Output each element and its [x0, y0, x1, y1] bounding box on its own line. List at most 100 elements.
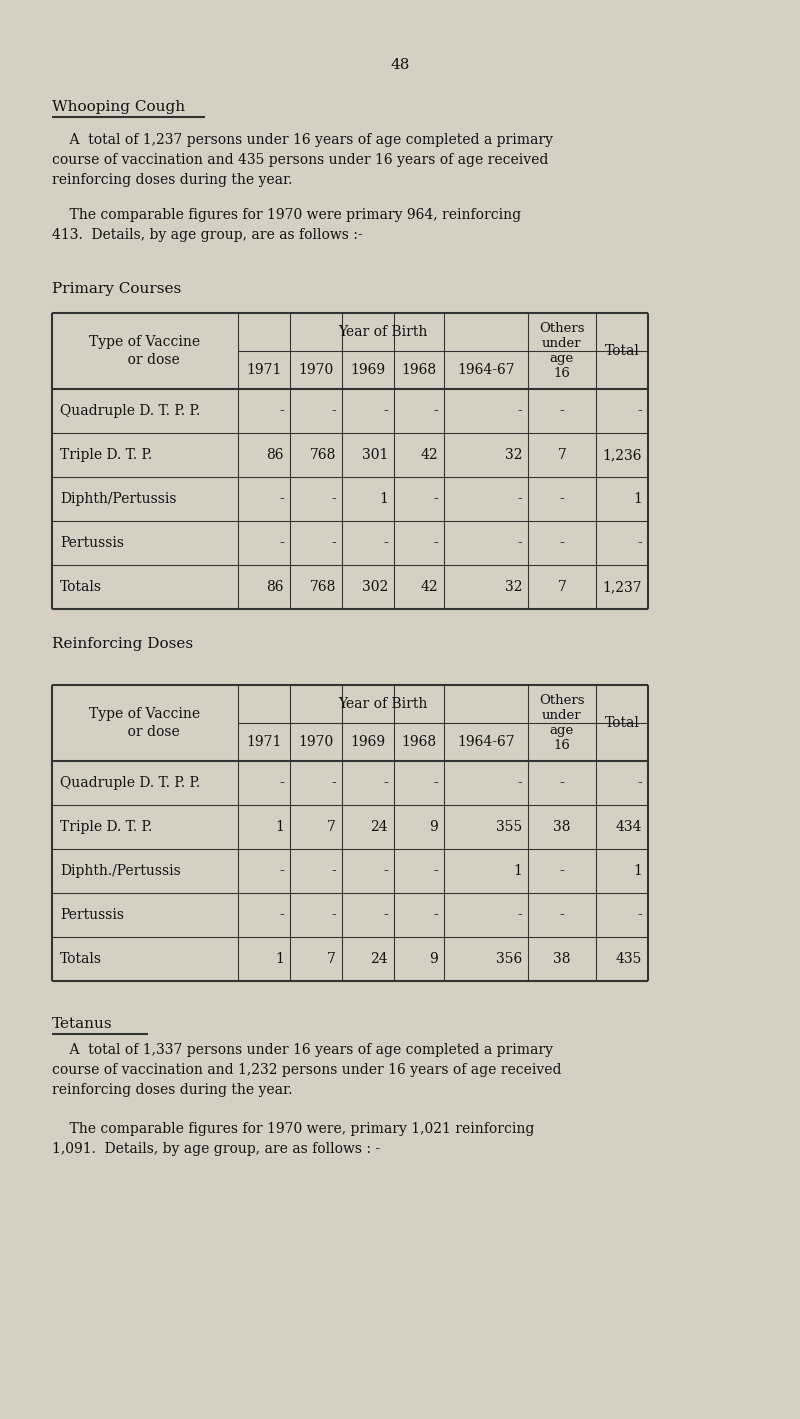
Text: 24: 24 — [370, 952, 388, 966]
Text: Quadruple D. T. P. P.: Quadruple D. T. P. P. — [60, 404, 200, 419]
Text: -: - — [518, 404, 522, 419]
Text: 38: 38 — [554, 952, 570, 966]
Text: Others
under
age
16: Others under age 16 — [539, 322, 585, 380]
Text: 32: 32 — [505, 448, 522, 463]
Text: 1,237: 1,237 — [602, 580, 642, 595]
Text: -: - — [434, 492, 438, 507]
Text: -: - — [560, 776, 564, 790]
Text: 1964-67: 1964-67 — [457, 735, 515, 749]
Text: 1969: 1969 — [350, 363, 386, 377]
Text: Quadruple D. T. P. P.: Quadruple D. T. P. P. — [60, 776, 200, 790]
Text: -: - — [518, 776, 522, 790]
Text: 24: 24 — [370, 820, 388, 834]
Text: Totals: Totals — [60, 952, 102, 966]
Text: 48: 48 — [390, 58, 410, 72]
Text: -: - — [383, 776, 388, 790]
Text: 302: 302 — [362, 580, 388, 595]
Text: A  total of 1,337 persons under 16 years of age completed a primary
course of va: A total of 1,337 persons under 16 years … — [52, 1043, 562, 1097]
Text: -: - — [279, 776, 284, 790]
Text: -: - — [560, 864, 564, 878]
Text: -: - — [331, 536, 336, 551]
Text: -: - — [434, 776, 438, 790]
Text: Year of Birth: Year of Birth — [338, 697, 428, 711]
Text: -: - — [383, 864, 388, 878]
Text: -: - — [434, 864, 438, 878]
Text: 32: 32 — [505, 580, 522, 595]
Text: 435: 435 — [616, 952, 642, 966]
Text: Others
under
age
16: Others under age 16 — [539, 694, 585, 752]
Text: 768: 768 — [310, 448, 336, 463]
Text: 7: 7 — [327, 952, 336, 966]
Text: The comparable figures for 1970 were primary 964, reinforcing
413.  Details, by : The comparable figures for 1970 were pri… — [52, 209, 521, 243]
Text: Primary Courses: Primary Courses — [52, 282, 182, 297]
Text: -: - — [518, 536, 522, 551]
Text: -: - — [279, 536, 284, 551]
Text: -: - — [638, 536, 642, 551]
Text: Year of Birth: Year of Birth — [338, 325, 428, 339]
Text: 42: 42 — [420, 448, 438, 463]
Text: 1: 1 — [633, 864, 642, 878]
Text: 1968: 1968 — [402, 735, 437, 749]
Text: 1971: 1971 — [246, 363, 282, 377]
Text: Reinforcing Doses: Reinforcing Doses — [52, 637, 193, 651]
Text: -: - — [518, 492, 522, 507]
Text: Total: Total — [605, 717, 639, 729]
Text: 1971: 1971 — [246, 735, 282, 749]
Text: -: - — [279, 404, 284, 419]
Text: A  total of 1,237 persons under 16 years of age completed a primary
course of va: A total of 1,237 persons under 16 years … — [52, 133, 553, 187]
Text: -: - — [331, 864, 336, 878]
Text: Diphth./Pertussis: Diphth./Pertussis — [60, 864, 181, 878]
Text: The comparable figures for 1970 were, primary 1,021 reinforcing
1,091.  Details,: The comparable figures for 1970 were, pr… — [52, 1122, 534, 1156]
Text: 86: 86 — [266, 448, 284, 463]
Text: Diphth/Pertussis: Diphth/Pertussis — [60, 492, 177, 507]
Text: -: - — [279, 864, 284, 878]
Text: -: - — [279, 908, 284, 922]
Text: 1969: 1969 — [350, 735, 386, 749]
Text: 1970: 1970 — [298, 735, 334, 749]
Text: -: - — [434, 404, 438, 419]
Text: Type of Vaccine
    or dose: Type of Vaccine or dose — [90, 707, 201, 739]
Text: -: - — [560, 492, 564, 507]
Text: 7: 7 — [327, 820, 336, 834]
Text: -: - — [518, 908, 522, 922]
Text: 1: 1 — [513, 864, 522, 878]
Text: Pertussis: Pertussis — [60, 908, 124, 922]
Text: -: - — [434, 908, 438, 922]
Text: 1: 1 — [275, 820, 284, 834]
Text: -: - — [638, 908, 642, 922]
Text: 42: 42 — [420, 580, 438, 595]
Text: 86: 86 — [266, 580, 284, 595]
Text: 434: 434 — [615, 820, 642, 834]
Text: 768: 768 — [310, 580, 336, 595]
Text: -: - — [638, 404, 642, 419]
Text: 7: 7 — [558, 580, 566, 595]
Text: 1968: 1968 — [402, 363, 437, 377]
Text: 1964-67: 1964-67 — [457, 363, 515, 377]
Text: 1,236: 1,236 — [602, 448, 642, 463]
Text: -: - — [560, 404, 564, 419]
Text: -: - — [331, 776, 336, 790]
Text: Totals: Totals — [60, 580, 102, 595]
Text: 7: 7 — [558, 448, 566, 463]
Text: Whooping Cough: Whooping Cough — [52, 99, 185, 114]
Text: 1: 1 — [275, 952, 284, 966]
Text: Tetanus: Tetanus — [52, 1017, 113, 1032]
Text: 9: 9 — [430, 952, 438, 966]
Text: -: - — [383, 536, 388, 551]
Text: -: - — [383, 404, 388, 419]
Text: 1970: 1970 — [298, 363, 334, 377]
Text: 301: 301 — [362, 448, 388, 463]
Text: 1: 1 — [379, 492, 388, 507]
Text: -: - — [560, 908, 564, 922]
Text: -: - — [331, 492, 336, 507]
Text: 9: 9 — [430, 820, 438, 834]
Text: -: - — [331, 404, 336, 419]
Text: 356: 356 — [496, 952, 522, 966]
Text: Pertussis: Pertussis — [60, 536, 124, 551]
Text: 1: 1 — [633, 492, 642, 507]
Text: -: - — [638, 776, 642, 790]
Text: Triple D. T. P.: Triple D. T. P. — [60, 820, 152, 834]
Text: -: - — [279, 492, 284, 507]
Text: -: - — [560, 536, 564, 551]
Text: 355: 355 — [496, 820, 522, 834]
